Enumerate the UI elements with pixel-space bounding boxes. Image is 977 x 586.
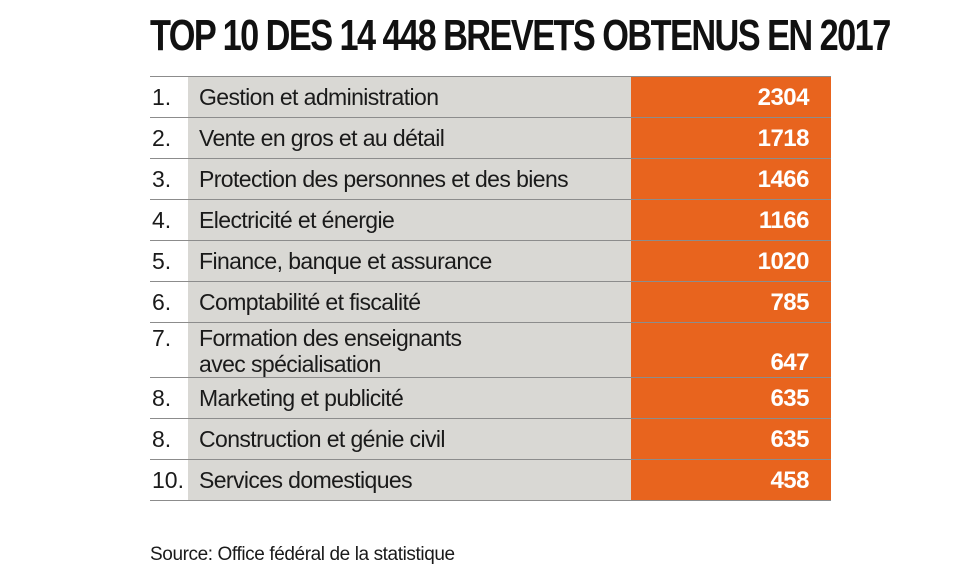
row-rank: 5. [150, 241, 188, 281]
row-rank: 10. [150, 460, 188, 500]
table-row: 3. Protection des personnes et des biens 1… [150, 159, 831, 200]
table-row: 8. Construction et génie civil 635 [150, 419, 831, 460]
row-rank: 4. [150, 200, 188, 240]
row-value: 635 [631, 378, 831, 418]
row-rank: 3. [150, 159, 188, 199]
table-row: 10. Services domestiques 458 [150, 460, 831, 501]
row-rank: 1. [150, 77, 188, 117]
table-row: 5. Finance, banque et assurance 1020 [150, 241, 831, 282]
row-value: 1020 [631, 241, 831, 281]
row-value: 1166 [631, 200, 831, 240]
row-value: 647 [631, 323, 831, 377]
row-rank: 8. [150, 378, 188, 418]
row-value: 635 [631, 419, 831, 459]
ranking-table: 1. Gestion et administration 2304 2. Vente e… [150, 76, 831, 501]
row-label: Marketing et publicité [188, 378, 631, 418]
chart-title: TOP 10 DES 14 448 BREVETS OBTENUS EN 201… [150, 11, 891, 60]
row-value: 785 [631, 282, 831, 322]
row-rank: 8. [150, 419, 188, 459]
row-label: Services domestiques [188, 460, 631, 500]
table-row: 6. Comptabilité et fiscalité 785 [150, 282, 831, 323]
row-label: Gestion et administration [188, 77, 631, 117]
row-value: 458 [631, 460, 831, 500]
row-label: Protection des personnes et des biens [188, 159, 631, 199]
table-row: 2. Vente en gros et au détail 1718 [150, 118, 831, 159]
row-label: Construction et génie civil [188, 419, 631, 459]
table-row: 7. Formation des enseignants avec spécial… [150, 323, 831, 378]
row-label: Vente en gros et au détail [188, 118, 631, 158]
row-label: Comptabilité et fiscalité [188, 282, 631, 322]
row-rank: 6. [150, 282, 188, 322]
row-rank: 7. [150, 323, 188, 377]
table-row: 4. Electricité et énergie 1166 [150, 200, 831, 241]
row-label: Finance, banque et assurance [188, 241, 631, 281]
table-row: 8. Marketing et publicité 635 [150, 378, 831, 419]
table-row: 1. Gestion et administration 2304 [150, 77, 831, 118]
row-label: Electricité et énergie [188, 200, 631, 240]
source-note: Source: Office fédéral de la statistique [150, 544, 455, 565]
row-value: 1466 [631, 159, 831, 199]
row-value: 2304 [631, 77, 831, 117]
row-label: Formation des enseignants avec spécialis… [188, 323, 631, 377]
row-rank: 2. [150, 118, 188, 158]
row-value: 1718 [631, 118, 831, 158]
